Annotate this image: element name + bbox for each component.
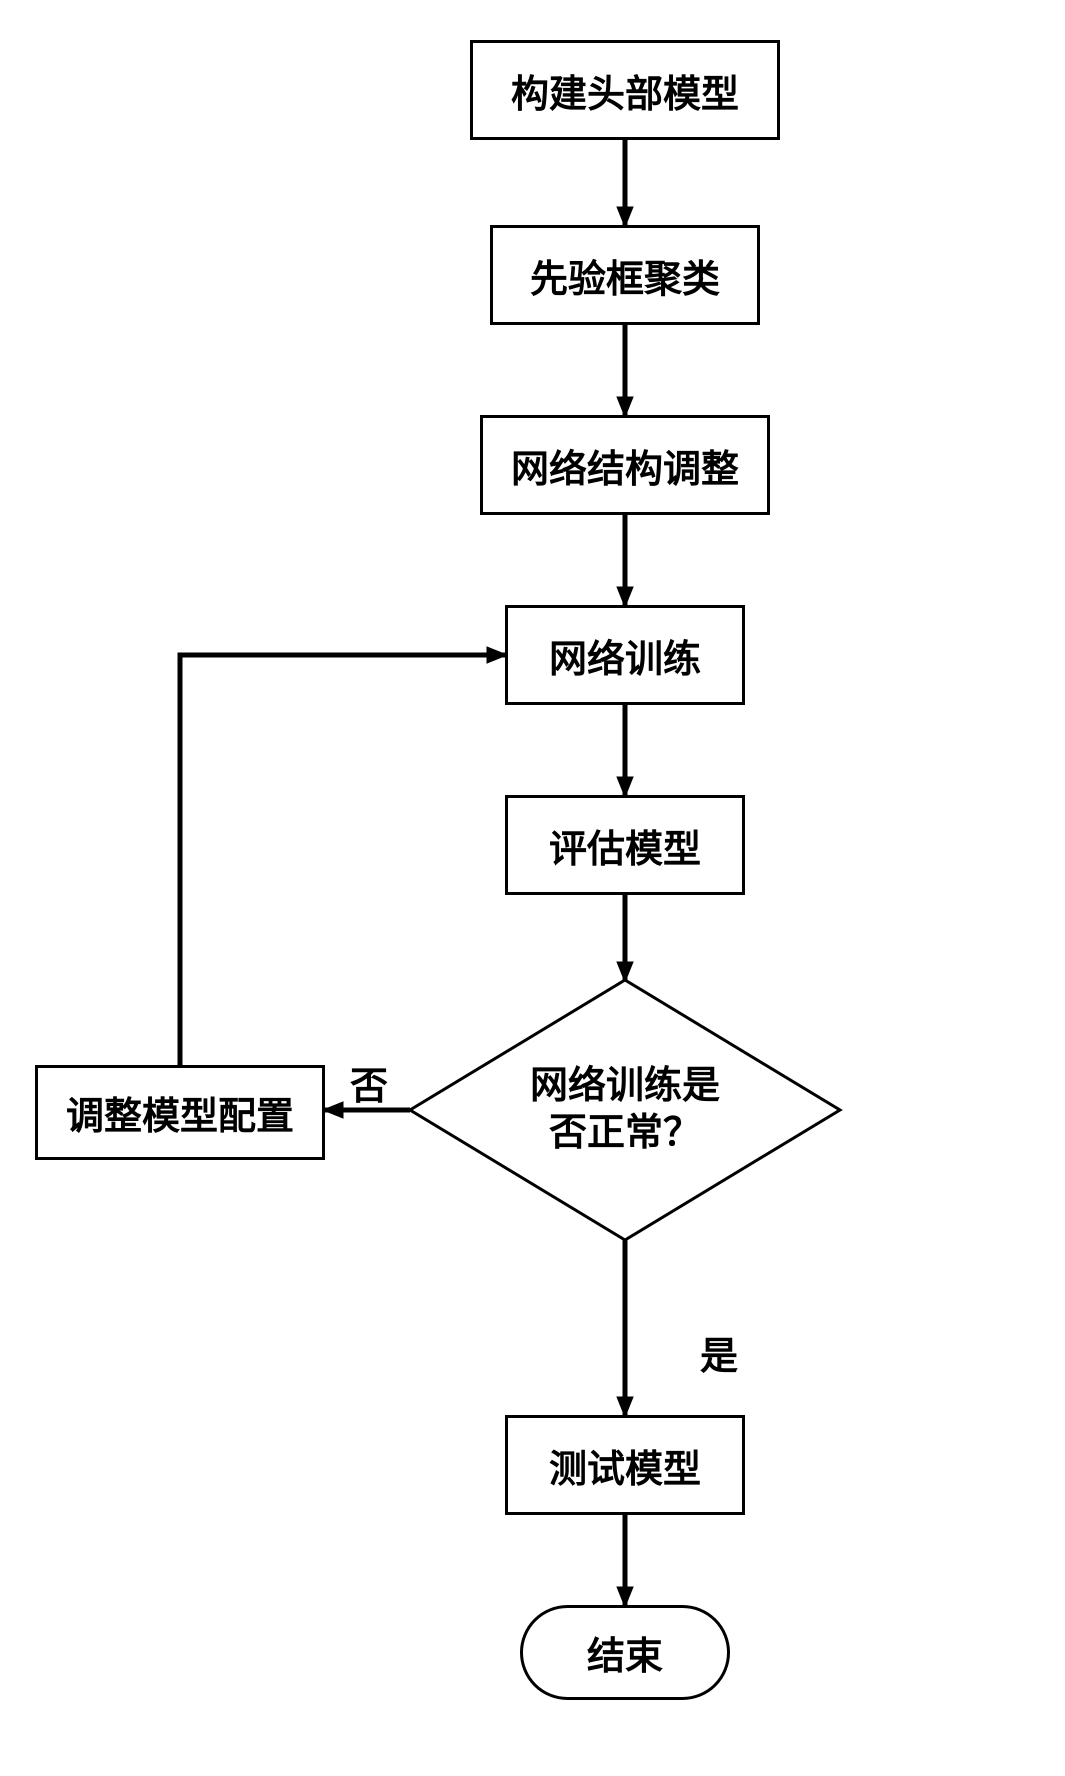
process-node: 调整模型配置: [35, 1065, 325, 1160]
edge-label: 是: [700, 1325, 738, 1380]
edge-label: 否: [350, 1055, 388, 1110]
process-node: 先验框聚类: [490, 225, 760, 325]
flowchart-canvas: 是 否 构建头部模型先验框聚类网络结构调整网络训练评估模型网络训练是 否正常？ 调整模…: [0, 0, 1065, 1776]
process-node: 构建头部模型: [470, 40, 780, 140]
terminator-node: 结束: [520, 1605, 730, 1700]
process-node: 测试模型: [505, 1415, 745, 1515]
process-node: 网络训练: [505, 605, 745, 705]
decision-label: 网络训练是 否正常？: [410, 980, 840, 1240]
process-node: 网络结构调整: [480, 415, 770, 515]
process-node: 评估模型: [505, 795, 745, 895]
